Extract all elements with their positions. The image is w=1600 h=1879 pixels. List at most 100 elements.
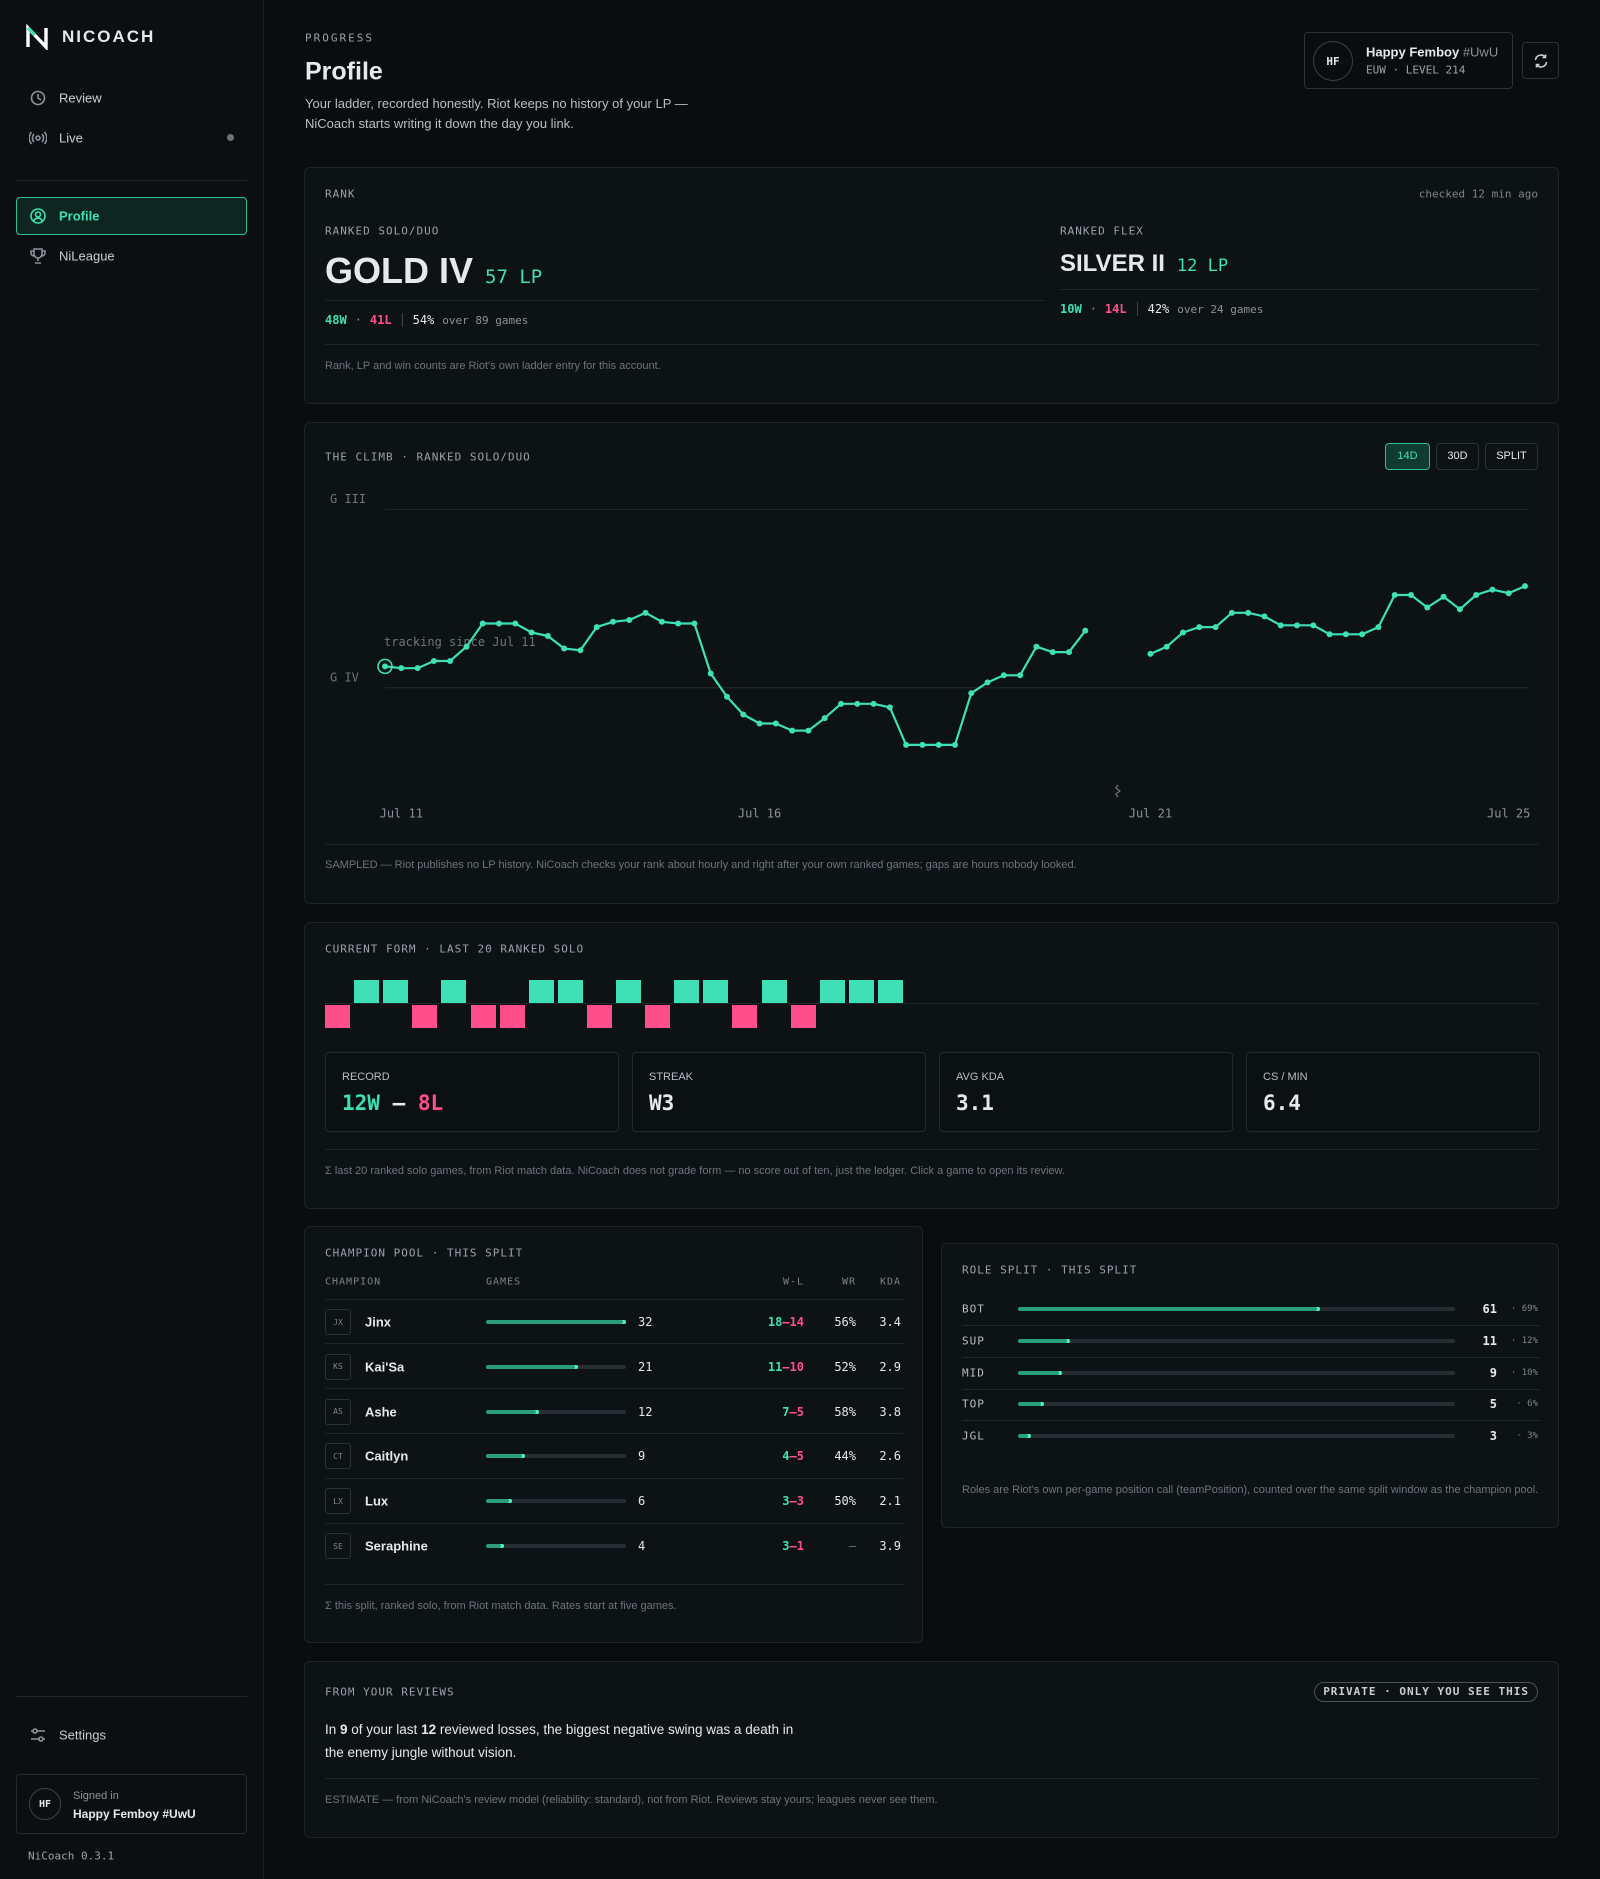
champion-name[interactable]: Lux	[365, 1493, 389, 1509]
wins: 10W	[1060, 302, 1082, 316]
divider	[1060, 289, 1539, 290]
lp-point	[968, 690, 975, 697]
role-games: 61	[1482, 1302, 1497, 1316]
role-share: · 10%	[1511, 1368, 1538, 1378]
card-title: CHAMPION POOL · THIS SPLIT	[325, 1246, 524, 1260]
climb-card: THE CLIMB · RANKED SOLO/DUO SPLIT 30D 14D G …	[304, 422, 1559, 904]
win-square[interactable]	[761, 980, 787, 1003]
win-square[interactable]	[703, 980, 729, 1003]
lp-point	[838, 700, 844, 707]
loss-square[interactable]	[645, 1005, 671, 1028]
win-square[interactable]	[557, 980, 583, 1003]
nav-item[interactable]: Review	[59, 90, 102, 106]
nav-active[interactable]	[16, 197, 247, 235]
settings[interactable]: Settings	[59, 1727, 106, 1743]
share: 3%	[1527, 1431, 1538, 1442]
loss-square[interactable]	[732, 1005, 758, 1028]
games-track	[486, 1499, 626, 1504]
win-square[interactable]	[354, 980, 380, 1003]
lp-point	[658, 618, 665, 625]
divider	[325, 1003, 1538, 1004]
separator: –	[392, 1091, 406, 1115]
tier: SILVER II	[1060, 250, 1165, 277]
champion-avatar: LX	[325, 1488, 351, 1515]
loss-square[interactable]	[586, 1005, 612, 1028]
divider	[325, 844, 1538, 845]
champion-name[interactable]: Ashe	[365, 1404, 397, 1420]
loss-square[interactable]	[499, 1005, 525, 1028]
lp-point	[1066, 649, 1072, 656]
divider	[325, 344, 1538, 345]
lp: 57 LP	[485, 266, 543, 288]
role-games: 5	[1489, 1397, 1497, 1412]
separator: ·	[1510, 1304, 1517, 1314]
games-bar	[486, 1320, 626, 1324]
nav-item[interactable]: Profile	[59, 208, 100, 224]
role-track	[1018, 1370, 1455, 1375]
range-button[interactable]: SPLIT	[1485, 443, 1538, 470]
loss-square[interactable]	[790, 1005, 816, 1028]
win-loss: 4–5	[782, 1449, 804, 1463]
win-square[interactable]	[616, 980, 641, 1003]
lp-point	[919, 741, 926, 748]
lp-point	[984, 679, 991, 686]
lp-point	[854, 700, 861, 707]
nav-item[interactable]: NiLeague	[59, 248, 115, 264]
lp-point	[1147, 650, 1154, 657]
footnote: ESTIMATE — from NiCoach's review model (…	[325, 1794, 938, 1806]
lp-point	[1522, 583, 1528, 590]
page-title: Profile	[305, 57, 383, 86]
kda: 3.4	[879, 1315, 901, 1329]
eyebrow: PROGRESS	[305, 31, 374, 45]
wins: 3	[782, 1539, 790, 1553]
champion-name[interactable]: Caitlyn	[365, 1448, 409, 1464]
separator: –	[789, 1494, 797, 1509]
losses: 10	[789, 1359, 804, 1374]
champion-name[interactable]: Kai'Sa	[365, 1359, 405, 1375]
checked-time: checked 12 min ago	[1418, 187, 1538, 201]
avatar: HF	[1313, 41, 1353, 81]
losses: 8L	[417, 1091, 444, 1115]
insight-part: reviewed losses, the biggest negative sw…	[325, 1722, 794, 1760]
wins: 4	[782, 1449, 790, 1464]
loss-square[interactable]	[412, 1005, 438, 1028]
share: 6%	[1527, 1399, 1538, 1410]
stat-box: CS / MIN 6.4	[1246, 1052, 1540, 1132]
winrate: —	[848, 1539, 856, 1553]
refresh-button[interactable]	[1522, 42, 1559, 79]
range-button[interactable]: 30D	[1436, 443, 1479, 470]
user-chip[interactable]: HF Happy Femboy #UwU EUW · LEVEL 214	[1304, 32, 1513, 89]
role-share: · 3%	[1516, 1431, 1538, 1441]
kda: 2.9	[879, 1359, 901, 1374]
lp-point	[1391, 591, 1398, 598]
losses: 41L	[369, 313, 392, 327]
champion-avatar: CT	[325, 1443, 351, 1470]
games: over 89 games	[442, 313, 529, 327]
role-share: · 6%	[1516, 1399, 1538, 1409]
champion-name[interactable]: Jinx	[365, 1314, 392, 1330]
champion-name[interactable]: Seraphine	[365, 1538, 428, 1554]
lp-point	[1180, 629, 1186, 636]
kda: 2.1	[879, 1494, 901, 1509]
win-square[interactable]	[674, 980, 700, 1003]
lp-point	[1505, 590, 1512, 597]
win-square[interactable]	[819, 980, 845, 1003]
loss-square[interactable]	[470, 1005, 496, 1028]
win-square[interactable]	[877, 980, 903, 1003]
win-square[interactable]	[383, 980, 409, 1003]
separator: ·	[354, 313, 362, 327]
win-square[interactable]	[528, 980, 554, 1003]
rank-card: RANK checked 12 min ago RANKED SOLO/DUO GOL…	[304, 167, 1559, 404]
wins: 48W	[325, 313, 347, 327]
lp-point	[1375, 624, 1382, 631]
loss-square[interactable]	[325, 1005, 350, 1028]
nav-item[interactable]: Live	[59, 130, 83, 146]
losses: 14L	[1104, 302, 1127, 316]
range-button[interactable]: 14D	[1385, 443, 1430, 470]
win-square[interactable]	[441, 980, 467, 1003]
share: 12%	[1521, 1335, 1538, 1346]
wins: 3	[782, 1494, 790, 1509]
win-square[interactable]	[848, 980, 874, 1003]
stat-box: STREAK W3	[632, 1052, 926, 1132]
divider	[325, 300, 1044, 301]
